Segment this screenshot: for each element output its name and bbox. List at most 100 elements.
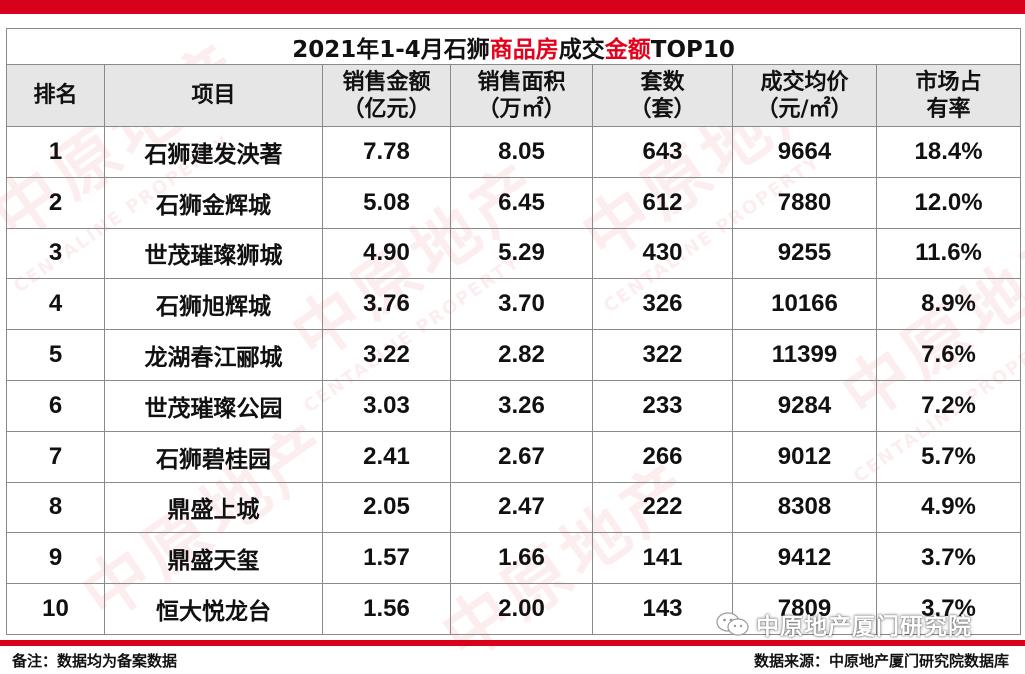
- share-cell: 7.6%: [875, 329, 1022, 381]
- project-cell: 恒大悦龙台: [104, 583, 323, 635]
- units-cell: 233: [592, 379, 733, 432]
- price-cell: 9284: [732, 379, 877, 432]
- area-cell: 8.05: [450, 126, 593, 178]
- rank-cell: 10: [6, 583, 105, 635]
- column-header: 销售面积 （万㎡）: [450, 64, 593, 127]
- rank-cell: 3: [6, 227, 105, 280]
- rank-cell: 9: [6, 532, 105, 585]
- rank-cell: 2: [6, 176, 105, 229]
- table-title: 2021年1-4月石狮商品房成交金额TOP10: [5, 28, 1022, 65]
- amount-cell: 3.03: [322, 379, 451, 432]
- units-cell: 326: [592, 278, 733, 331]
- share-cell: 12.0%: [875, 176, 1022, 229]
- table-row: 3 世茂璀璨狮城 4.90 5.29 430 9255 11.6%: [6, 227, 1022, 280]
- price-cell: 11399: [732, 329, 877, 381]
- column-header-line2: （万㎡）: [477, 96, 566, 122]
- amount-cell: 1.57: [322, 532, 451, 585]
- title-prefix: 2021年1-4月石狮: [292, 36, 490, 63]
- column-header-line1: 套数: [640, 69, 685, 95]
- wechat-account-label: 中原地产厦门研究院: [756, 614, 972, 640]
- price-cell: 9664: [732, 126, 877, 178]
- project-cell: 石狮旭辉城: [104, 278, 323, 331]
- units-cell: 612: [592, 176, 733, 229]
- price-cell: 7880: [732, 176, 877, 229]
- area-cell: 5.29: [450, 227, 593, 280]
- project-cell: 石狮碧桂园: [104, 430, 323, 483]
- area-cell: 2.67: [450, 430, 593, 483]
- price-cell: 9012: [732, 430, 877, 483]
- units-cell: 643: [592, 126, 733, 178]
- project-cell: 鼎盛天玺: [104, 532, 323, 585]
- price-cell: 7809: [732, 583, 877, 635]
- area-cell: 2.82: [450, 329, 593, 381]
- share-cell: 3.7%: [875, 532, 1022, 585]
- title-highlight-housing: 商品房: [489, 36, 559, 63]
- table-title-row: 2021年1-4月石狮商品房成交金额TOP10: [5, 28, 1022, 65]
- amount-cell: 7.78: [322, 126, 451, 178]
- units-cell: 266: [592, 430, 733, 483]
- amount-cell: 2.41: [322, 430, 451, 483]
- project-cell: 石狮建发泱著: [104, 126, 323, 178]
- column-header-line2: （套）: [629, 96, 696, 122]
- amount-cell: 4.90: [322, 227, 451, 280]
- wechat-watermark: 中原地产厦门研究院: [716, 604, 972, 644]
- column-header: 销售金额 （亿元）: [322, 64, 451, 127]
- column-header: 套数 （套）: [592, 64, 733, 127]
- rank-cell: 6: [6, 379, 105, 432]
- column-header-line2: （亿元）: [342, 96, 431, 122]
- price-cell: 9412: [732, 532, 877, 585]
- amount-cell: 3.76: [322, 278, 451, 331]
- top10-table: 2021年1-4月石狮商品房成交金额TOP10 排名 项目 销售金额 （亿元） 销售面积…: [5, 28, 1022, 635]
- share-cell: 8.9%: [875, 278, 1022, 331]
- title-middle: 成交: [558, 36, 605, 63]
- rank-cell: 8: [6, 481, 105, 534]
- price-cell: 8308: [732, 481, 877, 534]
- units-cell: 143: [592, 583, 733, 635]
- share-cell: 18.4%: [875, 126, 1022, 178]
- footer-note: 备注：数据均为备案数据: [12, 652, 178, 670]
- column-header-line2: 有率: [926, 96, 971, 122]
- table-row: 10 恒大悦龙台 1.56 2.00 143 7809 3.7%: [6, 583, 1022, 635]
- column-header-line1: 销售面积: [477, 69, 566, 95]
- area-cell: 2.00: [450, 583, 593, 635]
- amount-cell: 1.56: [322, 583, 451, 635]
- share-cell: 11.6%: [875, 227, 1022, 280]
- column-header-line1: 排名: [33, 83, 78, 108]
- project-cell: 鼎盛上城: [104, 481, 323, 534]
- table-row: 1 石狮建发泱著 7.78 8.05 643 9664 18.4%: [6, 126, 1022, 178]
- bottom-accent-bar: [0, 640, 1025, 646]
- table-row: 2 石狮金辉城 5.08 6.45 612 7880 12.0%: [6, 176, 1022, 229]
- area-cell: 2.47: [450, 481, 593, 534]
- wechat-icon: [716, 612, 749, 636]
- rank-cell: 1: [6, 126, 105, 178]
- price-cell: 10166: [732, 278, 877, 331]
- rank-cell: 5: [6, 329, 105, 381]
- units-cell: 222: [592, 481, 733, 534]
- title-highlight-amount: 金额: [604, 36, 651, 63]
- table-row: 9 鼎盛天玺 1.57 1.66 141 9412 3.7%: [6, 532, 1022, 585]
- table-row: 4 石狮旭辉城 3.76 3.70 326 10166 8.9%: [6, 278, 1022, 331]
- header-row: 排名 项目 销售金额 （亿元） 销售面积 （万㎡） 套数 （套） 成交均价 （元/㎡） 市场占 有率: [6, 64, 1022, 127]
- column-header: 项目: [104, 64, 323, 127]
- share-cell: 5.7%: [875, 430, 1022, 483]
- amount-cell: 2.05: [322, 481, 451, 534]
- title-suffix: TOP10: [650, 36, 735, 63]
- table-row: 5 龙湖春江郦城 3.22 2.82 322 11399 7.6%: [6, 329, 1022, 381]
- column-header-line1: 销售金额: [342, 69, 431, 95]
- area-cell: 3.26: [450, 379, 593, 432]
- column-header-line1: 项目: [191, 83, 236, 108]
- share-cell: 4.9%: [875, 481, 1022, 534]
- area-cell: 3.70: [450, 278, 593, 331]
- project-cell: 世茂璀璨公园: [104, 379, 323, 432]
- top-accent-bar: [0, 0, 1025, 14]
- rank-cell: 4: [6, 278, 105, 331]
- column-header: 成交均价 （元/㎡）: [732, 64, 877, 127]
- column-header-line1: 成交均价: [760, 69, 849, 95]
- table-row: 6 世茂璀璨公园 3.03 3.26 233 9284 7.2%: [6, 379, 1022, 432]
- project-cell: 石狮金辉城: [104, 176, 323, 229]
- table-row: 8 鼎盛上城 2.05 2.47 222 8308 4.9%: [6, 481, 1022, 534]
- units-cell: 141: [592, 532, 733, 585]
- share-cell: 7.2%: [875, 379, 1022, 432]
- units-cell: 430: [592, 227, 733, 280]
- column-header-line2: （元/㎡）: [756, 96, 853, 122]
